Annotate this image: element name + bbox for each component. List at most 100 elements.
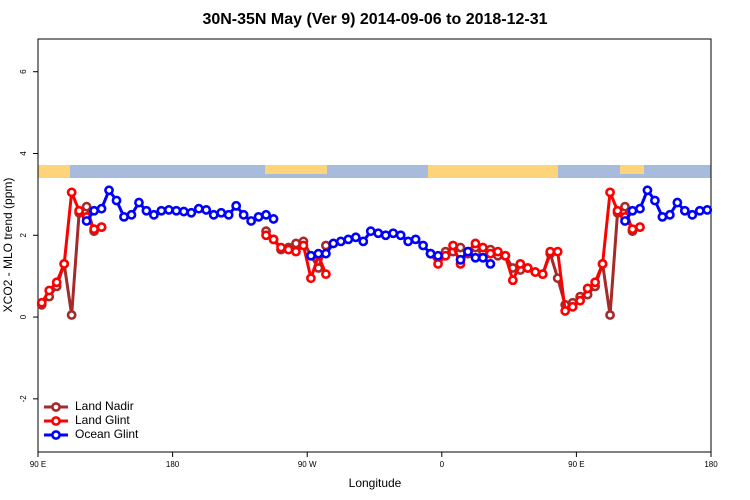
legend-marker: [51, 402, 61, 412]
x-tick-label: 180: [704, 460, 718, 469]
data-point: [268, 214, 279, 224]
data-point: [627, 224, 638, 235]
data-point: [89, 224, 99, 235]
plot-frame: [37, 38, 712, 453]
data-point: [163, 205, 174, 215]
data-point: [335, 236, 346, 247]
data-point: [380, 230, 391, 241]
series-line: [40, 204, 641, 316]
data-point: [246, 216, 257, 226]
data-point: [418, 240, 429, 251]
data-point: [66, 310, 77, 320]
data-point: [433, 259, 443, 269]
data-point: [694, 205, 705, 216]
x-tick-label: 0: [440, 460, 445, 469]
data-point: [627, 205, 638, 216]
data-point: [171, 205, 182, 216]
legend-label: Ocean Glint: [75, 427, 139, 441]
data-point: [74, 205, 85, 216]
ocean-band: [38, 165, 711, 178]
x-tick-label: 90 W: [298, 460, 317, 469]
data-point: [298, 240, 309, 251]
x-tick-label: 180: [166, 460, 180, 469]
data-point: [515, 259, 526, 269]
data-point: [530, 267, 541, 277]
data-point: [208, 209, 219, 220]
data-point: [141, 205, 152, 216]
data-point: [433, 250, 443, 261]
legend-label: Land Glint: [75, 413, 130, 427]
data-point: [178, 206, 189, 217]
data-point: [672, 197, 683, 208]
data-point: [537, 269, 548, 280]
data-point: [478, 242, 488, 253]
data-point: [425, 248, 436, 259]
y-axis-label: XCO2 - MLO trend (ppm): [1, 178, 15, 313]
x-tick-label: 90 E: [30, 460, 46, 469]
data-point: [96, 203, 107, 214]
y-tick-label: 0: [19, 314, 28, 319]
data-point: [635, 203, 645, 214]
data-point: [96, 222, 107, 232]
data-point: [81, 216, 92, 226]
data-point: [552, 246, 563, 257]
data-point: [149, 209, 159, 220]
data-point: [193, 203, 204, 214]
data-point: [635, 222, 645, 232]
data-point: [470, 252, 481, 263]
data-point: [104, 185, 114, 196]
data-point: [186, 207, 197, 218]
data-point: [567, 301, 578, 312]
legend-label: Land Nadir: [75, 399, 134, 413]
data-point: [560, 306, 571, 316]
y-tick-label: -2: [19, 395, 28, 403]
data-point: [119, 211, 129, 222]
data-point: [612, 205, 623, 216]
legend-marker: [51, 430, 61, 440]
data-point: [313, 248, 324, 259]
data-point: [134, 197, 144, 208]
legend-marker: [51, 416, 61, 426]
data-point: [485, 259, 496, 269]
data-point: [507, 275, 518, 286]
data-point: [51, 277, 62, 288]
land-band: [620, 165, 644, 174]
data-point: [597, 259, 608, 269]
data-point: [358, 236, 369, 247]
data-point: [36, 297, 47, 308]
data-point: [66, 187, 77, 198]
data-point: [283, 244, 294, 255]
data-point: [261, 209, 271, 220]
chart-title: 30N-35N May (Ver 9) 2014-09-06 to 2018-1…: [202, 11, 547, 28]
data-point: [306, 250, 316, 261]
data-point: [575, 295, 586, 306]
data-point: [216, 207, 227, 218]
data-point: [605, 187, 615, 198]
data-point: [306, 273, 316, 284]
data-point: [126, 209, 137, 220]
data-point: [320, 248, 331, 259]
data-point: [679, 205, 690, 216]
data-point: [343, 234, 354, 245]
data-point: [373, 228, 384, 239]
data-point: [545, 246, 556, 257]
data-point: [582, 283, 593, 294]
data-point: [657, 211, 668, 222]
surface-band: [38, 165, 711, 178]
data-point: [463, 246, 473, 257]
data-point: [223, 209, 234, 220]
data-point: [238, 209, 249, 220]
data-point: [410, 234, 421, 245]
data-point: [470, 238, 481, 249]
data-point: [111, 195, 122, 206]
data-point: [44, 285, 55, 296]
data-point: [365, 226, 376, 237]
land-band: [428, 165, 558, 178]
data-point: [261, 230, 271, 241]
data-point: [485, 248, 496, 259]
data-point: [253, 211, 264, 222]
data-point: [500, 250, 511, 261]
data-point: [276, 242, 286, 253]
data-point: [201, 205, 212, 215]
